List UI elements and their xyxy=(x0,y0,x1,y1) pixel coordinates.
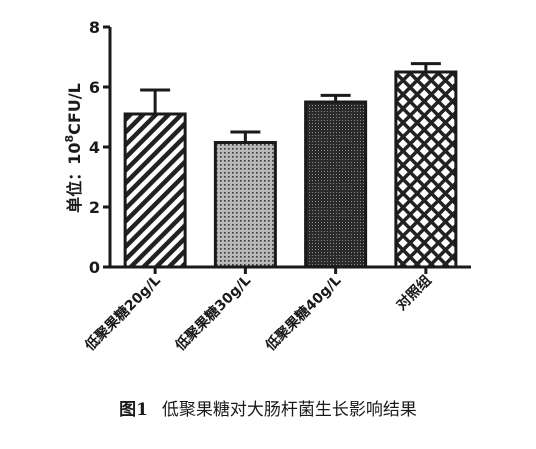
y-axis-label-prefix: 单位：10 xyxy=(65,143,84,213)
figure-title: 低聚果糖对大肠杆菌生长影响结果 xyxy=(161,400,417,420)
x-tick-label: 低聚果糖40g/L xyxy=(261,272,344,355)
y-tick-label: 4 xyxy=(89,138,100,157)
bar xyxy=(123,112,187,269)
bar xyxy=(394,70,458,269)
figure-caption: 图1 低聚果糖对大肠杆菌生长影响结果 xyxy=(0,395,536,420)
x-tick-label: 低聚果糖20g/L xyxy=(81,272,164,355)
y-axis-label-suffix: CFU/L xyxy=(65,83,84,135)
y-tick-label: 2 xyxy=(89,198,100,217)
x-tick-label: 低聚果糖30g/L xyxy=(171,272,254,355)
y-tick-label: 8 xyxy=(89,18,100,37)
bar xyxy=(213,141,277,269)
x-axis: 低聚果糖20g/L 低聚果糖30g/L 低聚果糖40g/L 对照组 xyxy=(81,265,471,355)
x-tick-label: 对照组 xyxy=(393,272,435,314)
y-axis: 0 2 4 6 8 xyxy=(89,18,112,277)
figure-number: 图1 xyxy=(119,400,148,420)
y-axis-label: 单位：108CFU/L xyxy=(63,83,84,213)
bars xyxy=(123,62,458,269)
y-tick-label: 6 xyxy=(89,78,100,97)
bar xyxy=(304,100,368,269)
y-tick-label: 0 xyxy=(89,258,100,277)
y-axis-label-sup: 8 xyxy=(63,135,76,143)
